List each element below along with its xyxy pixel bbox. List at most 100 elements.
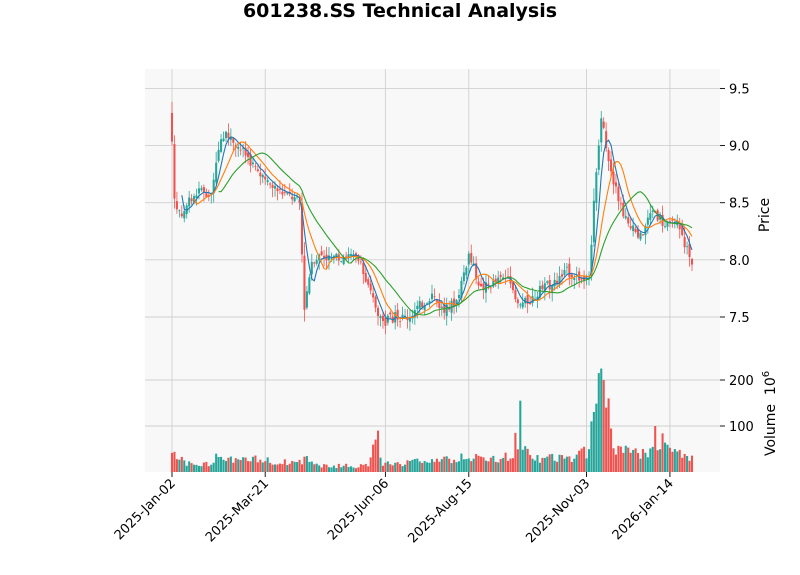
volume-bar — [269, 462, 272, 472]
x-tick-label: 2025-Jan-02 — [112, 476, 179, 543]
volume-bar — [340, 467, 343, 472]
candle-body — [399, 321, 402, 322]
volume-bar — [291, 461, 294, 472]
candle-body — [460, 280, 463, 298]
volume-bar — [551, 453, 554, 472]
candle-body — [435, 300, 438, 302]
volume-bar — [548, 454, 551, 472]
candle-body — [428, 301, 431, 304]
candle-body — [568, 263, 571, 278]
volume-bar — [197, 465, 201, 472]
candle-body — [536, 296, 539, 301]
volume-bar — [173, 451, 176, 472]
candle-body — [440, 306, 443, 308]
volume-bar — [227, 457, 230, 472]
volume-bar — [681, 457, 684, 472]
candle-body — [622, 202, 625, 217]
candle-body — [605, 131, 608, 149]
volume-bars — [170, 368, 694, 472]
candle-body — [202, 187, 205, 193]
volume-bar — [242, 457, 245, 472]
volume-bar — [612, 448, 615, 472]
volume-bar — [183, 460, 186, 472]
candle-body — [244, 147, 247, 156]
moving-average-line — [218, 152, 693, 316]
volume-bar — [455, 462, 458, 472]
volume-bar — [308, 461, 311, 472]
volume-bar — [374, 439, 377, 472]
volume-bar — [185, 465, 188, 472]
price-panel-background — [145, 69, 720, 357]
volume-bar — [627, 447, 630, 472]
candle-body — [283, 192, 286, 194]
candle-body — [580, 278, 583, 280]
volume-bar — [335, 468, 338, 472]
candle-body — [546, 281, 549, 283]
volume-bar — [303, 456, 306, 472]
candle-body — [381, 315, 384, 321]
volume-bar — [212, 462, 215, 472]
candle-body — [332, 255, 335, 258]
volume-bar — [215, 453, 218, 472]
candle-body — [457, 294, 461, 299]
candle-body — [330, 258, 333, 259]
candle-body — [529, 302, 532, 305]
candle-body — [614, 182, 617, 187]
candle-body — [408, 317, 411, 322]
candle-body — [180, 213, 183, 217]
volume-bar — [499, 458, 502, 472]
volume-bar — [305, 456, 308, 472]
volume-bar — [678, 449, 681, 472]
volume-bar — [671, 451, 674, 472]
volume-bar — [332, 465, 335, 472]
candle-body — [413, 310, 416, 318]
volume-bar — [514, 432, 517, 472]
candle-body — [509, 276, 512, 284]
volume-bar — [401, 466, 404, 472]
volume-bar — [359, 464, 362, 472]
volume-bar — [337, 463, 340, 472]
moving-average-line — [181, 136, 693, 321]
volume-bar — [396, 462, 399, 472]
candle-body — [524, 297, 527, 304]
price-tick-label: 7.5 — [729, 311, 750, 326]
candle-body — [445, 304, 448, 316]
volume-bar — [605, 407, 608, 472]
volume-bar — [453, 459, 456, 472]
candle-body — [600, 118, 603, 143]
candle-body — [484, 282, 487, 293]
candle-body — [303, 255, 306, 310]
volume-bar — [249, 461, 252, 472]
candle-body — [421, 302, 424, 308]
candle-body — [455, 300, 458, 306]
volume-bar — [646, 457, 649, 472]
candle-body — [227, 132, 230, 139]
candle-body — [619, 203, 622, 205]
volume-bar — [624, 445, 627, 472]
candle-body — [232, 138, 235, 143]
candle-body — [690, 258, 694, 265]
volume-bar — [232, 462, 235, 472]
volume-bar — [573, 458, 576, 472]
volume-bar — [207, 466, 210, 472]
price-axis-label: Price — [757, 198, 773, 232]
candle-body — [256, 169, 259, 172]
volume-bar — [617, 445, 620, 472]
candle-body — [563, 270, 566, 275]
volume-scale-label: 106 — [761, 371, 779, 395]
candle-body — [585, 276, 588, 279]
volume-bar — [200, 466, 203, 472]
candle-body — [350, 254, 353, 257]
volume-bar — [224, 460, 227, 472]
volume-bar — [286, 465, 289, 472]
volume-bar — [195, 464, 198, 472]
volume-bar — [531, 458, 534, 472]
volume-bar — [634, 448, 637, 472]
candle-body — [462, 272, 465, 282]
candle-body — [251, 162, 254, 165]
candle-body — [514, 290, 517, 300]
candle-body — [195, 195, 198, 199]
candle-body — [374, 296, 377, 308]
volume-bar — [651, 446, 654, 472]
